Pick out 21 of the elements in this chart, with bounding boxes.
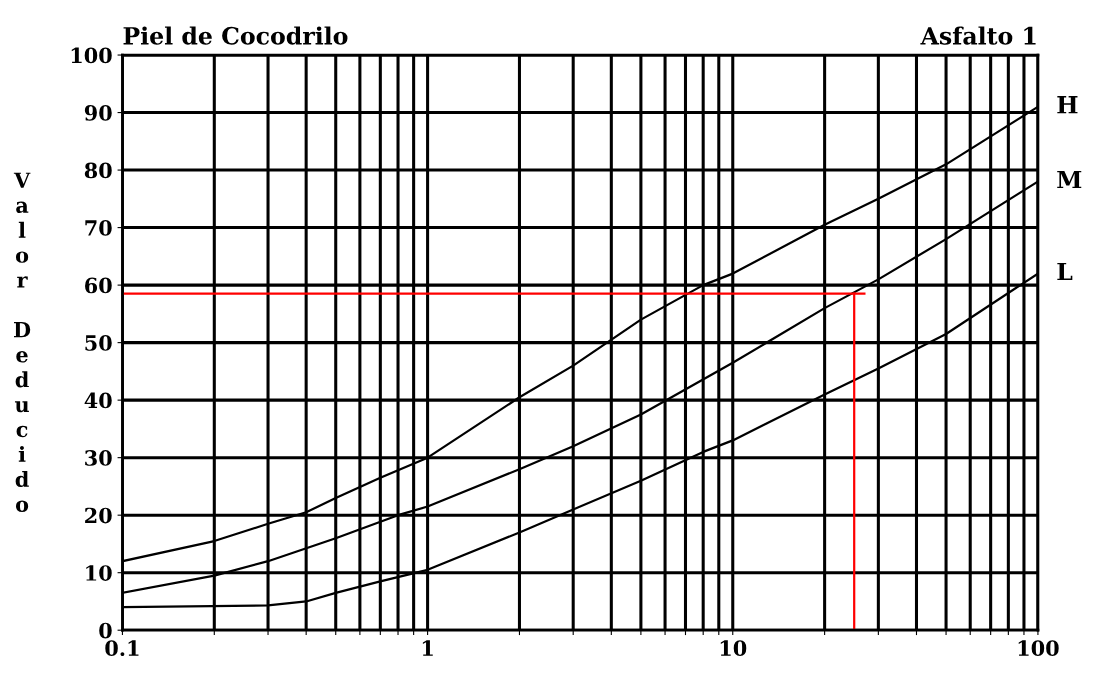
y-tick-label: 100 — [71, 47, 112, 64]
y-tick-label: 40 — [84, 392, 112, 409]
y-tick-label: 50 — [85, 335, 112, 351]
y-tick-label: 20 — [85, 507, 112, 524]
series-label: H — [1057, 96, 1078, 114]
y-tick-label: 70 — [85, 220, 112, 236]
x-tick-label: 100 — [1018, 640, 1059, 657]
x-tick-label: 10 — [720, 640, 747, 657]
y-tick-label: 90 — [84, 105, 112, 121]
y-tick-label: 60 — [85, 277, 112, 294]
text: Asfalto 1 — [920, 26, 1036, 45]
x-tick-label: 0.1 — [105, 640, 139, 657]
y-tick-label: 0 — [99, 622, 112, 639]
y-tick-label: 10 — [86, 565, 112, 581]
series-label: L — [1057, 262, 1073, 281]
y-tick-label: 80 — [84, 162, 112, 179]
series-label: M — [1057, 170, 1082, 189]
y-tick-label: 30 — [85, 450, 112, 466]
chart-title: Piel de Cocodrilo — [123, 26, 348, 45]
x-tick-label: 1 — [422, 640, 433, 656]
text: Valor Deducido — [13, 172, 31, 512]
